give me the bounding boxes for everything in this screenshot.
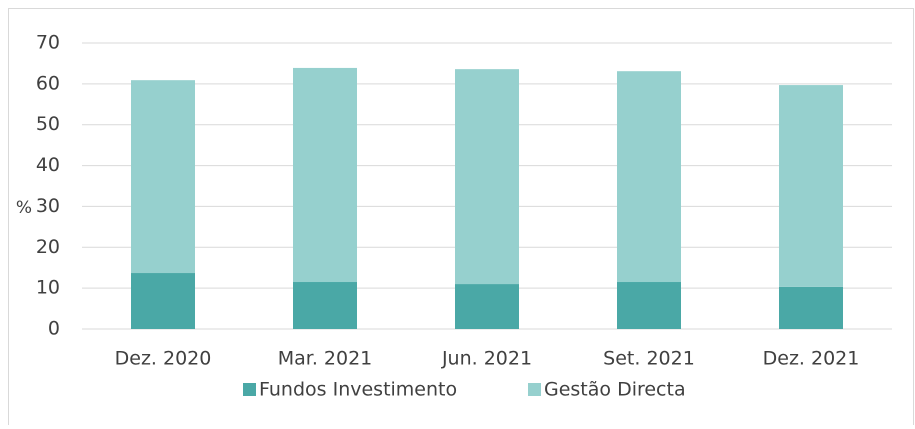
x-tick-label: Set. 2021 [603,348,695,370]
bar-segment [617,71,681,283]
x-tick-label: Jun. 2021 [441,348,532,370]
bar-segment [617,282,681,329]
y-tick-label: 60 [36,72,60,94]
y-tick-label: 40 [36,154,60,176]
x-tick-label: Mar. 2021 [278,348,373,370]
bar-segment [131,273,195,329]
bar-segment [779,85,843,287]
y-tick-label: 70 [36,32,60,54]
bar-segment [293,67,357,283]
y-tick-label: 30 [36,195,60,217]
y-tick-label: 10 [36,277,60,299]
legend-swatch [528,383,541,396]
bar-segment [779,286,843,329]
legend-label: Fundos Investimento [259,379,457,401]
legend-label: Gestão Directa [544,379,686,401]
y-tick-label: 50 [36,113,60,135]
bar-segment [131,80,195,274]
bar-segment [293,282,357,329]
bar-segment [455,284,519,329]
bar-segment [455,69,519,285]
y-axis-label: % [16,198,32,218]
x-tick-label: Dez. 2021 [763,348,860,370]
y-tick-label: 20 [36,236,60,258]
legend-swatch [243,383,256,396]
y-tick-label: 0 [48,318,60,340]
x-tick-label: Dez. 2020 [115,348,212,370]
